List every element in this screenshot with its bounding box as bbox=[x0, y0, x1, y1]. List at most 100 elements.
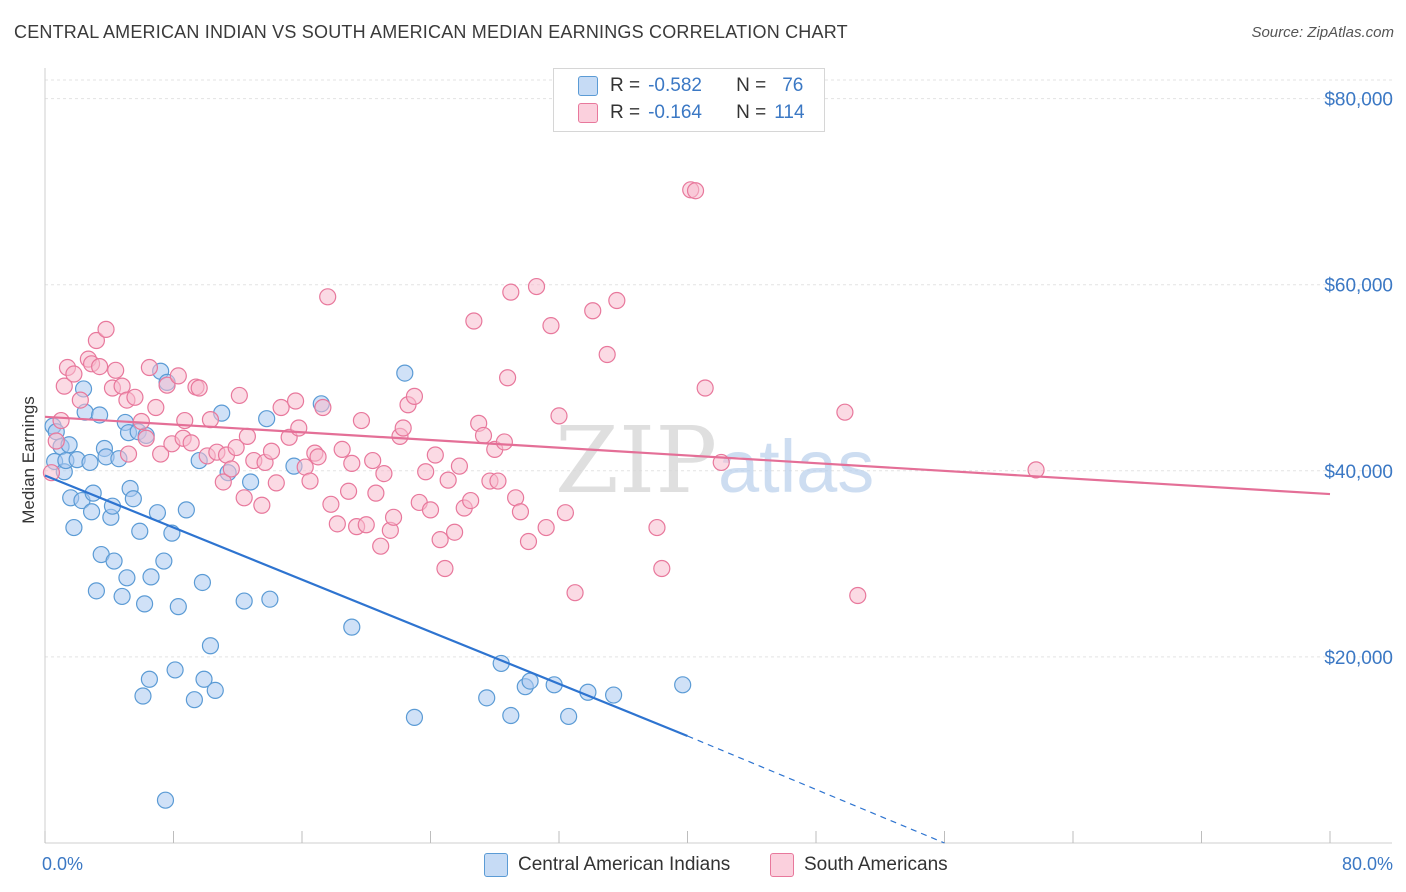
data-point bbox=[836, 403, 854, 421]
data-point bbox=[47, 432, 65, 450]
legend: R = -0.582 N = 76 R = -0.164 N = 114 bbox=[553, 68, 825, 132]
data-point bbox=[253, 496, 271, 514]
data-point bbox=[417, 463, 435, 481]
data-point bbox=[686, 182, 705, 200]
data-point bbox=[566, 584, 584, 602]
data-point bbox=[258, 410, 276, 428]
bottom-legend-series1: Central American Indians bbox=[484, 852, 730, 878]
data-point bbox=[113, 587, 131, 606]
data-point bbox=[242, 473, 260, 491]
data-point bbox=[394, 419, 412, 437]
data-point bbox=[605, 686, 623, 704]
data-point bbox=[137, 429, 155, 447]
data-point bbox=[465, 312, 483, 330]
data-point bbox=[155, 552, 173, 570]
data-point bbox=[190, 379, 208, 397]
data-point bbox=[314, 398, 332, 417]
data-point bbox=[135, 595, 154, 613]
data-point bbox=[142, 568, 160, 586]
data-point bbox=[272, 398, 290, 417]
data-point bbox=[230, 386, 248, 405]
axes bbox=[44, 68, 1392, 844]
data-point bbox=[339, 482, 358, 500]
data-point bbox=[405, 387, 424, 405]
r-label: R = bbox=[610, 75, 641, 96]
data-point bbox=[227, 438, 245, 457]
data-point bbox=[527, 277, 546, 296]
data-point bbox=[849, 586, 867, 605]
data-point bbox=[87, 331, 106, 350]
data-point bbox=[445, 523, 464, 541]
trend-line-extension bbox=[687, 735, 945, 844]
data-point bbox=[462, 491, 480, 510]
r-label: R = bbox=[610, 102, 641, 123]
data-point bbox=[450, 457, 469, 475]
data-point bbox=[124, 490, 142, 508]
chart-title: CENTRAL AMERICAN INDIAN VS SOUTH AMERICA… bbox=[14, 22, 848, 42]
data-point bbox=[235, 592, 253, 610]
x-tick-label: 0.0% bbox=[42, 854, 83, 874]
data-point bbox=[542, 317, 560, 335]
data-point bbox=[364, 451, 382, 470]
data-point bbox=[502, 706, 520, 725]
data-point bbox=[206, 681, 224, 700]
data-point bbox=[322, 495, 340, 513]
data-point bbox=[511, 503, 530, 521]
data-point bbox=[195, 670, 213, 688]
data-point bbox=[367, 484, 385, 502]
data-point bbox=[52, 411, 70, 430]
data-point bbox=[436, 559, 454, 578]
data-point bbox=[674, 676, 692, 694]
data-point bbox=[357, 516, 375, 534]
data-point bbox=[87, 582, 106, 600]
y-tick-label: $60,000 bbox=[1324, 276, 1393, 297]
legend-row-series1: R = -0.582 N = 76 bbox=[578, 73, 803, 99]
y-axis-title: Median Earnings bbox=[19, 396, 38, 524]
data-point bbox=[537, 518, 555, 537]
data-point bbox=[384, 508, 403, 526]
bottom-legend-swatch-series1 bbox=[484, 853, 508, 877]
data-point bbox=[214, 473, 232, 491]
axis-labels: $20,000 $40,000 $60,000 $80,000 0.0% 80.0% bbox=[42, 90, 1393, 874]
data-point bbox=[169, 367, 187, 385]
source-label: Source: ZipAtlas.com bbox=[1251, 24, 1394, 41]
data-point bbox=[65, 365, 83, 383]
data-point bbox=[333, 440, 351, 459]
data-point bbox=[82, 503, 101, 521]
bottom-legend-label-series2: South Americans bbox=[804, 854, 948, 875]
data-point bbox=[499, 369, 517, 387]
data-point bbox=[185, 691, 203, 709]
x-tick-label: 80.0% bbox=[1342, 854, 1393, 874]
data-point bbox=[131, 522, 149, 540]
legend-swatch-series2 bbox=[578, 103, 598, 123]
data-point bbox=[126, 388, 144, 406]
trend-line-south-americans bbox=[44, 415, 1331, 496]
legend-swatch-series1 bbox=[578, 76, 598, 96]
data-point bbox=[169, 598, 187, 616]
data-point bbox=[71, 391, 89, 409]
data-point bbox=[495, 433, 513, 451]
data-point bbox=[261, 590, 279, 608]
data-point bbox=[267, 474, 285, 492]
data-point bbox=[105, 552, 123, 570]
data-point bbox=[556, 504, 575, 522]
data-point bbox=[598, 345, 616, 364]
data-point bbox=[550, 407, 568, 425]
data-point bbox=[478, 689, 496, 707]
series-south-americans bbox=[42, 181, 1045, 605]
data-point bbox=[405, 708, 424, 726]
data-point bbox=[584, 302, 602, 320]
data-point bbox=[152, 445, 170, 463]
data-point bbox=[309, 448, 327, 466]
data-point bbox=[55, 377, 73, 395]
data-point bbox=[352, 411, 371, 430]
n-value: 76 bbox=[782, 75, 804, 96]
data-point bbox=[262, 442, 281, 460]
data-point bbox=[439, 471, 457, 489]
grid-lines bbox=[45, 79, 1392, 658]
data-point bbox=[653, 559, 671, 578]
data-point bbox=[372, 537, 390, 555]
data-point bbox=[166, 661, 184, 679]
data-point bbox=[343, 454, 361, 472]
data-point bbox=[91, 357, 109, 376]
